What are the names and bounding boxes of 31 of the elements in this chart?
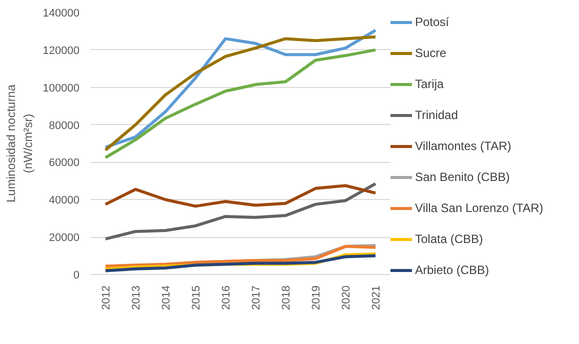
x-tick-label: 2013 <box>130 285 142 310</box>
legend-label: Tarija <box>415 77 444 91</box>
x-tick-label: 2019 <box>310 285 322 310</box>
y-tick-label: 40000 <box>48 194 80 207</box>
legend-label: Potosí <box>415 15 450 29</box>
y-tick-label: 80000 <box>48 120 80 132</box>
line-series <box>104 48 377 160</box>
legend-label: Tolata (CBB) <box>415 232 484 246</box>
x-tick-label: 2012 <box>100 285 112 310</box>
y-tick-label: 100000 <box>42 82 80 94</box>
x-tick-label: 2018 <box>280 285 292 310</box>
x-tick-label: 2016 <box>220 285 232 310</box>
line-series <box>104 184 377 208</box>
y-axis-title: Luminosidad nocturna (nW/cm²sr) <box>4 84 35 203</box>
y-tick-label: 20000 <box>48 232 80 244</box>
x-tick-label: 2020 <box>340 285 352 310</box>
x-tick-label: 2017 <box>250 285 262 310</box>
x-tick-label: 2015 <box>190 285 202 310</box>
legend-label: Villa San Lorenzo (TAR) <box>415 201 544 215</box>
x-tick-label: 2014 <box>160 285 172 310</box>
legend-label: Arbieto (CBB) <box>415 263 490 277</box>
y-tick-label: 140000 <box>42 8 80 20</box>
x-tick-label: 2021 <box>370 285 382 310</box>
y-tick-label: 0 <box>73 270 80 282</box>
y-tick-label: 60000 <box>48 157 80 170</box>
legend-label: Trinidad <box>415 108 458 122</box>
line-series <box>104 182 377 240</box>
y-tick-label: 120000 <box>42 44 80 57</box>
legend-label: Sucre <box>415 46 446 60</box>
legend-label: San Benito (CBB) <box>415 170 510 184</box>
legend-label: Villamontes (TAR) <box>415 139 512 153</box>
